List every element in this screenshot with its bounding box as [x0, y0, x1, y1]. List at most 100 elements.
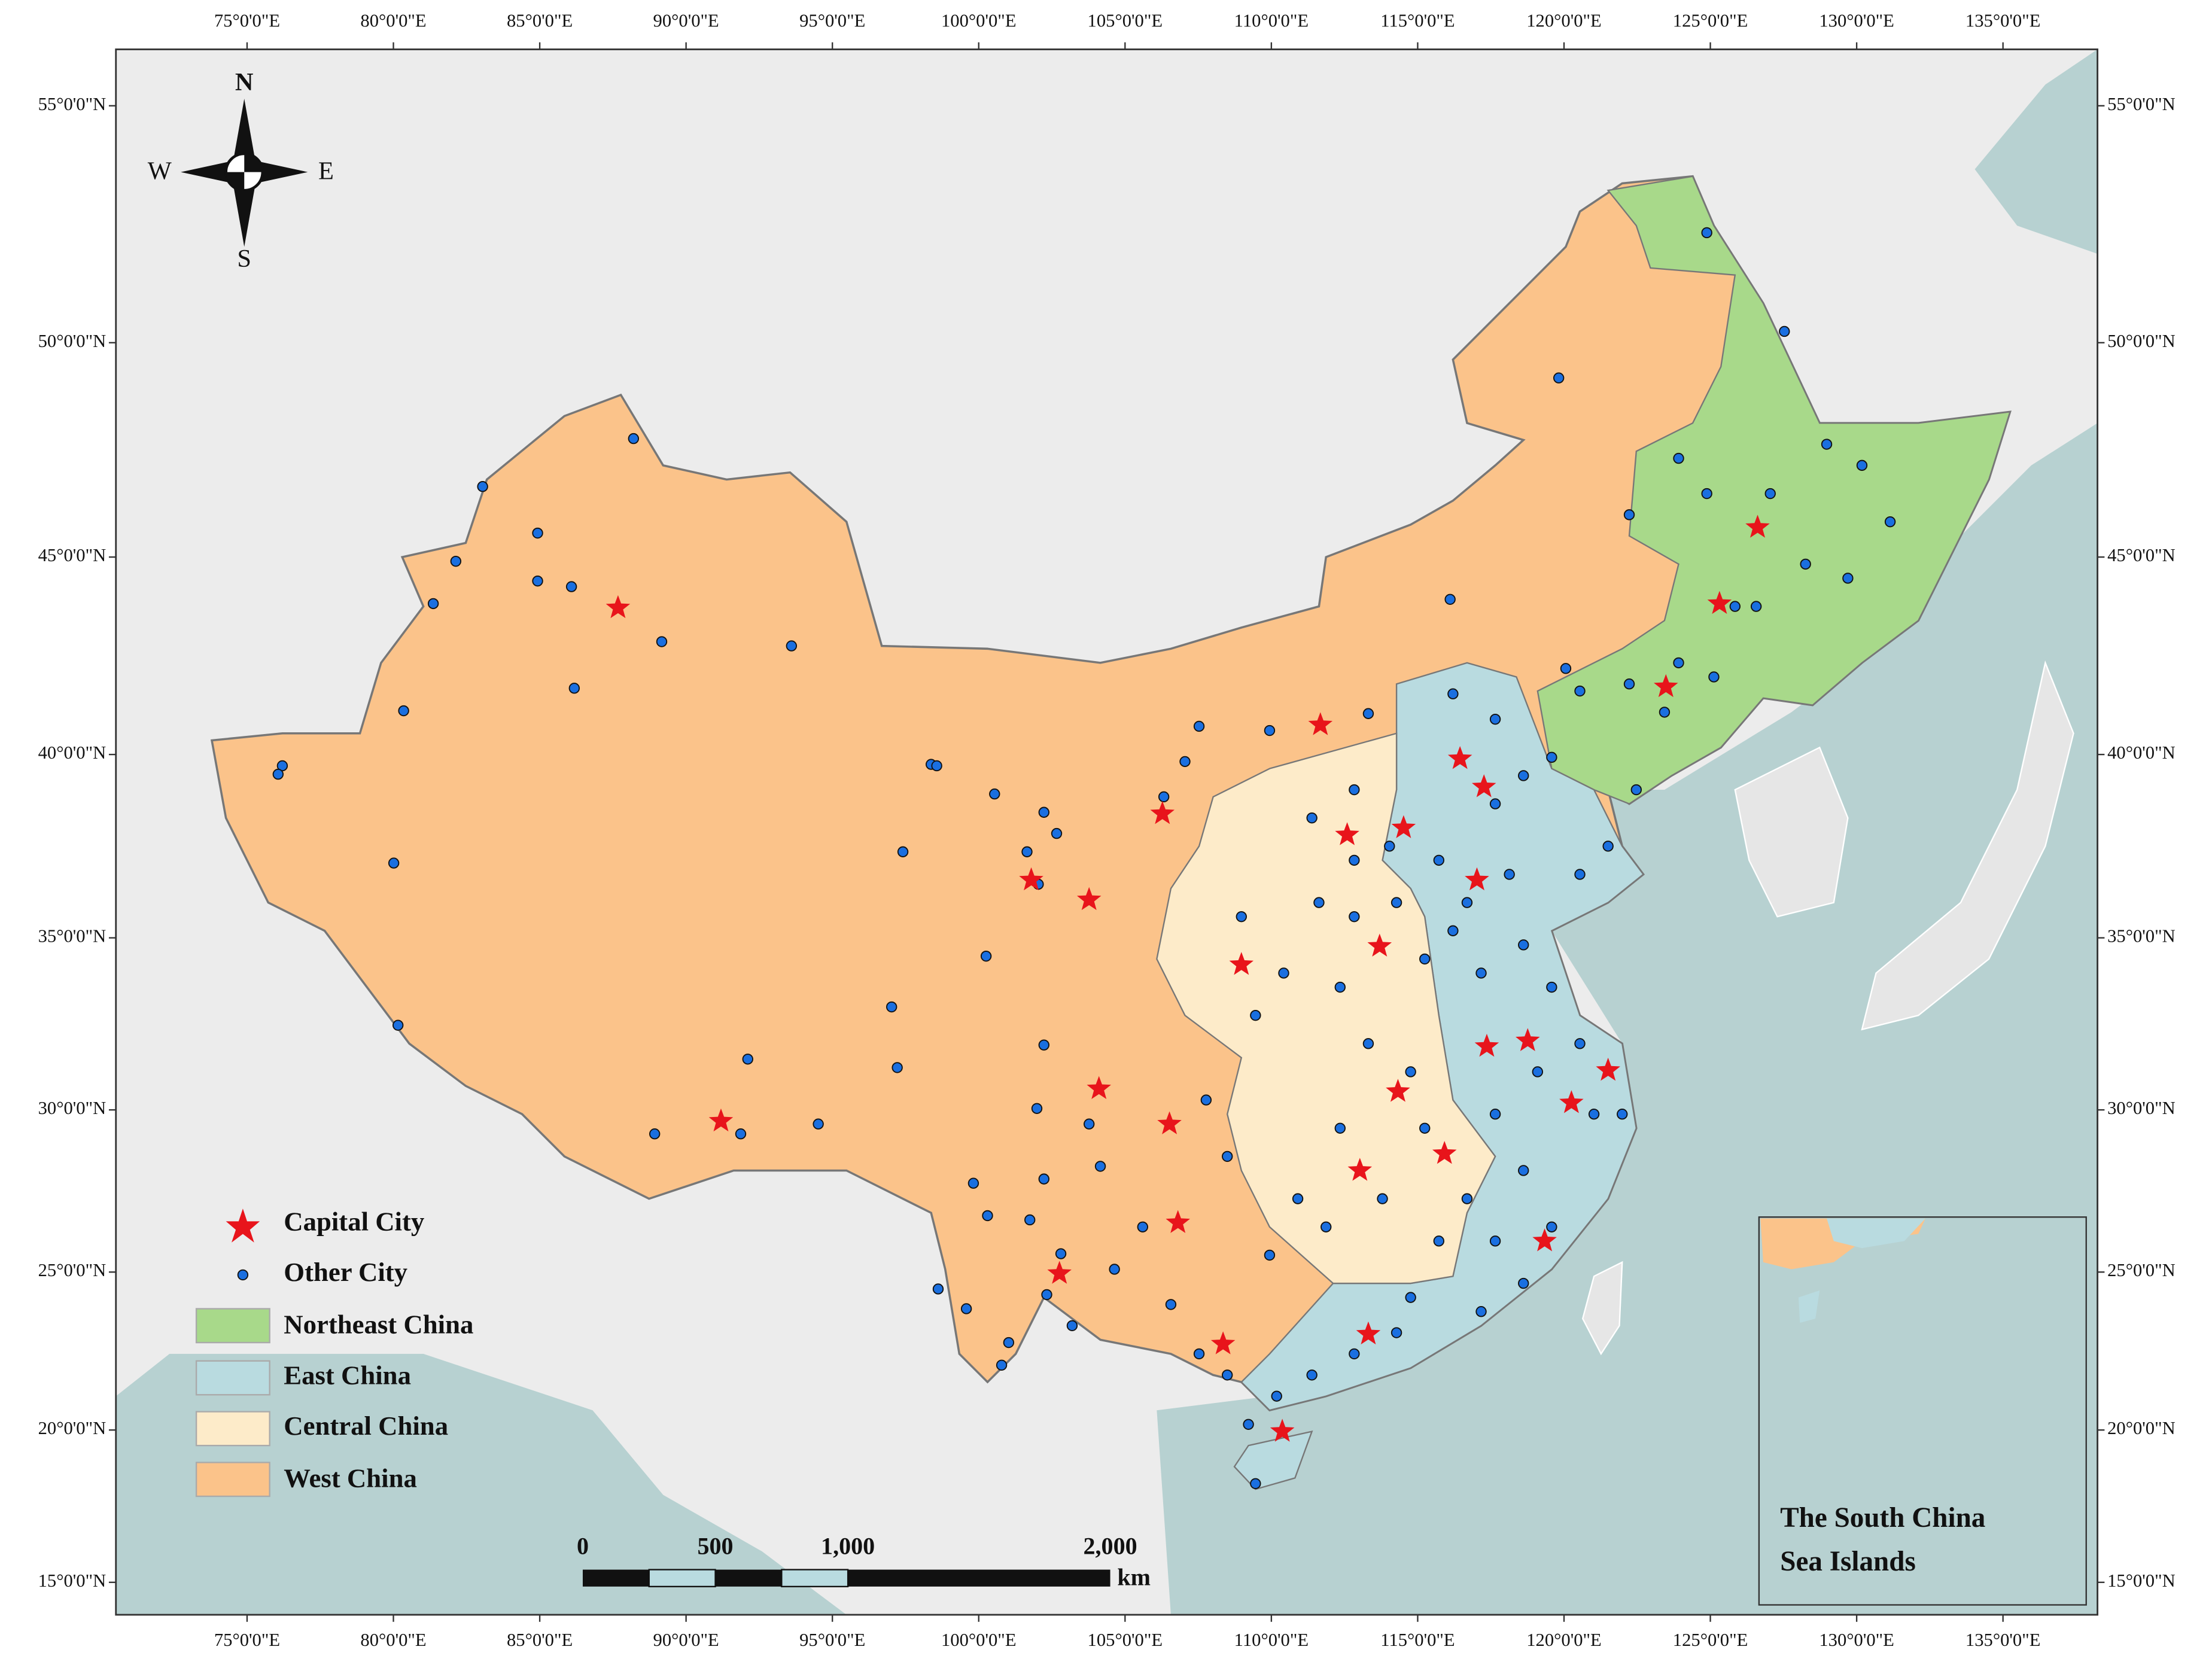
lon-tick-label: 85°0'0"E — [507, 11, 573, 31]
city-point — [1084, 1118, 1095, 1130]
city-point — [1094, 1161, 1106, 1172]
lon-tick-label: 120°0'0"E — [1526, 1630, 1602, 1650]
city-point — [1447, 688, 1459, 699]
lat-tick-label: 35°0'0"N — [2107, 926, 2176, 946]
city-point — [532, 527, 543, 539]
city-point — [886, 1001, 897, 1013]
capital-point — [1157, 1111, 1182, 1134]
capital-point — [1532, 1228, 1557, 1252]
city-point — [960, 1303, 972, 1314]
lon-tick-label: 115°0'0"E — [1380, 1630, 1455, 1650]
legend-label: Central China — [284, 1411, 448, 1441]
lon-tick-label: 90°0'0"E — [653, 1630, 719, 1650]
city-point — [1532, 1066, 1543, 1078]
city-point — [388, 857, 400, 869]
scale-label: 2,000 — [1084, 1532, 1137, 1559]
city-point — [1617, 1108, 1628, 1120]
city-point — [1391, 1327, 1402, 1338]
city-point — [532, 575, 543, 587]
sea — [1974, 49, 2098, 254]
city-point — [1560, 663, 1572, 674]
city-point — [272, 768, 284, 780]
city-point — [1701, 488, 1712, 500]
capital-point — [1308, 712, 1333, 735]
city-point — [565, 581, 577, 592]
city-point — [742, 1054, 753, 1065]
lon-tick-label: 75°0'0"E — [214, 11, 280, 31]
lat-tick-label: 50°0'0"N — [2107, 331, 2176, 351]
lon-tick-label: 135°0'0"E — [1965, 1630, 2041, 1650]
lat-tick-label: 45°0'0"N — [2107, 545, 2176, 565]
city-point — [1384, 841, 1395, 852]
city-point — [568, 683, 580, 694]
lat-tick-label: 40°0'0"N — [38, 742, 107, 763]
lon-tick-label: 115°0'0"E — [1380, 11, 1455, 31]
legend-label: Northeast China — [284, 1309, 473, 1339]
city-point — [1546, 981, 1557, 993]
capital-point — [1432, 1140, 1457, 1164]
city-point — [1349, 1348, 1360, 1360]
city-point — [1109, 1264, 1120, 1275]
city-point — [1264, 725, 1276, 736]
city-point — [450, 555, 462, 567]
city-point — [1405, 1066, 1416, 1078]
lat-tick-label: 30°0'0"N — [38, 1098, 107, 1118]
city-point — [1349, 911, 1360, 923]
city-point — [1884, 516, 1896, 528]
ticks: 75°0'0"E 75°0'0"E 80°0'0"E 80°0'0"E 85°0'0"E… — [38, 11, 2176, 1650]
capital-point — [1229, 952, 1254, 975]
capital-point — [1367, 933, 1392, 957]
city-point — [1158, 791, 1170, 803]
city-point — [892, 1062, 903, 1073]
city-point — [1021, 846, 1033, 857]
central-china — [1156, 732, 1496, 1285]
city-point — [1334, 981, 1346, 993]
city-point — [1729, 601, 1741, 612]
city-point — [398, 705, 409, 717]
lat-tick-label: 25°0'0"N — [38, 1260, 107, 1280]
city-point — [1489, 798, 1501, 809]
city-point — [1518, 939, 1529, 951]
capital-point — [1166, 1210, 1190, 1233]
city-point — [932, 1283, 944, 1295]
city-point — [1433, 1235, 1444, 1247]
lon-tick-label: 90°0'0"E — [653, 11, 719, 31]
city-point — [897, 846, 909, 857]
map-body — [115, 49, 2098, 1615]
legend-swatch — [195, 1308, 270, 1344]
legend-swatch — [195, 1360, 270, 1396]
capital-point — [1516, 1028, 1540, 1051]
scale-unit: km — [1117, 1563, 1151, 1590]
capital-point — [1087, 1076, 1111, 1099]
lon-tick-label: 95°0'0"E — [799, 11, 865, 31]
legend-label: West China — [284, 1463, 417, 1493]
compass-label: S — [237, 245, 251, 273]
city-point — [1306, 812, 1318, 824]
lon-tick-label: 130°0'0"E — [1819, 1630, 1894, 1650]
capital-point — [1654, 674, 1678, 698]
city-point — [477, 481, 488, 492]
capital-point — [1270, 1419, 1295, 1442]
city-point — [1856, 459, 1868, 471]
city-point — [1320, 1221, 1332, 1232]
lon-tick-label: 80°0'0"E — [360, 11, 426, 31]
city-point — [1292, 1193, 1304, 1204]
city-point — [996, 1359, 1008, 1371]
capital-point — [1474, 1033, 1499, 1057]
lon-tick-label: 135°0'0"E — [1965, 11, 2041, 31]
city-point — [1200, 1094, 1212, 1106]
city-point — [1764, 488, 1776, 500]
lon-tick-label: 75°0'0"E — [214, 1630, 280, 1650]
city-point — [1433, 854, 1444, 866]
city-point — [1193, 720, 1205, 732]
taiwan — [1581, 1261, 1623, 1356]
city-point — [989, 788, 1000, 800]
lon-tick-label: 125°0'0"E — [1673, 1630, 1748, 1650]
capital-point — [1335, 822, 1359, 845]
lat-tick-label: 55°0'0"N — [38, 94, 107, 114]
lon-tick-label: 110°0'0"E — [1234, 11, 1309, 31]
city-point — [1489, 713, 1501, 725]
lon-tick-label: 85°0'0"E — [507, 1630, 573, 1650]
legend: Capital City Other City Northeast China … — [195, 1206, 473, 1498]
